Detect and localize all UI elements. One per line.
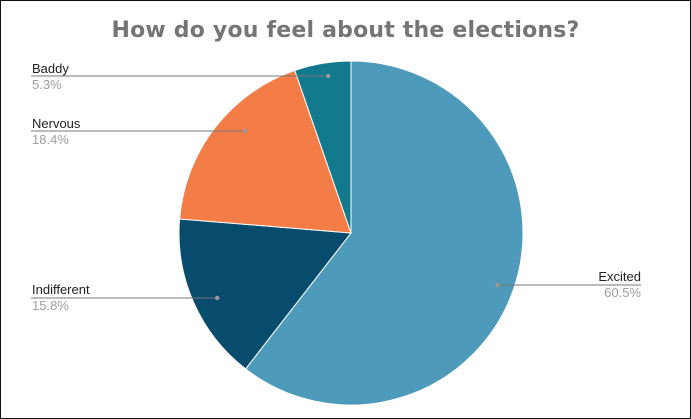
- slice-label-excited: Excited: [598, 269, 641, 284]
- slice-label-indifferent: Indifferent: [32, 282, 90, 297]
- pie-slice-indifferent: [178, 218, 352, 370]
- slice-label-nervous: Nervous: [32, 116, 81, 131]
- pie-slice-excited: [244, 60, 524, 406]
- leader-dot-nervous: [242, 128, 248, 134]
- slice-percent-indifferent: 15.8%: [32, 298, 69, 313]
- slice-percent-baddy: 5.3%: [32, 77, 62, 92]
- slice-label-baddy: Baddy: [32, 61, 69, 76]
- slice-percent-excited: 60.5%: [604, 285, 641, 300]
- pie-slice-nervous: [179, 69, 352, 234]
- leader-dot-excited: [495, 282, 500, 288]
- pie-slice-baddy: [294, 60, 352, 234]
- leader-dot-baddy: [325, 73, 331, 79]
- slice-percent-nervous: 18.4%: [32, 132, 69, 147]
- leader-dot-indifferent: [214, 295, 220, 301]
- chart-title: How do you feel about the elections?: [111, 18, 580, 43]
